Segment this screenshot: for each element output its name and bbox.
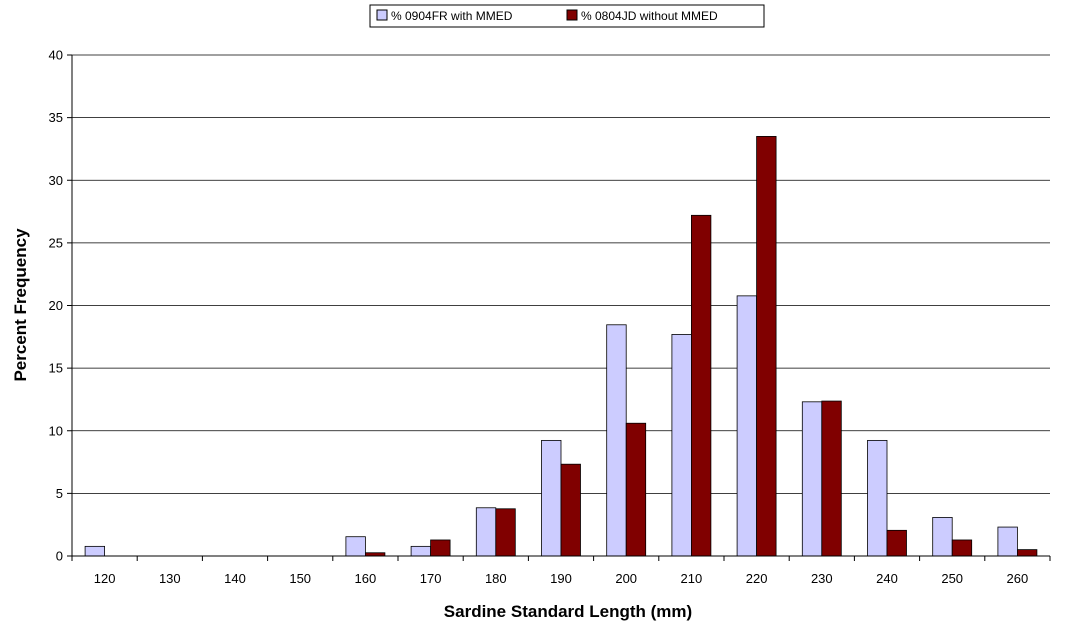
bar-series-1-180 [475,507,497,557]
bar-series-1-210 [671,334,692,557]
x-tick-label: 230 [811,571,833,586]
bar-series-1-230 [801,401,823,557]
bar-series-1-220 [736,295,757,557]
bar-series-1-260 [997,526,1018,557]
bar-series-1-170 [410,545,432,557]
y-tick-label: 10 [49,423,63,438]
y-tick-label: 40 [49,48,63,63]
x-tick-label: 180 [485,571,507,586]
y-tick-label: 15 [49,361,63,376]
x-tick-label: 150 [289,571,311,586]
x-tick-label: 130 [159,571,181,586]
x-tick-label: 190 [550,571,572,586]
y-tick-label: 0 [56,549,63,564]
y-tick-label: 5 [56,486,63,501]
x-tick-label: 200 [615,571,637,586]
bar-series-2-210 [691,214,712,557]
bar-series-2-250 [951,539,973,557]
x-tick-label: 220 [746,571,768,586]
y-tick-label: 20 [49,298,63,313]
bar-series-2-260 [1017,549,1038,557]
bar-series-1-200 [606,324,627,557]
x-tick-label: 260 [1007,571,1029,586]
bar-series-2-220 [756,136,777,557]
bar-series-2-180 [495,508,516,557]
x-tick-label: 160 [355,571,377,586]
gridlines [72,54,1050,494]
bar-series-2-190 [560,463,581,557]
x-tick-label: 240 [876,571,898,586]
x-axis-title: Sardine Standard Length (mm) [444,602,692,621]
bar-series-2-240 [886,529,907,557]
y-tick-label: 30 [49,173,63,188]
x-tick-label: 250 [941,571,963,586]
x-tick-label: 140 [224,571,246,586]
bar-series-1-190 [541,439,562,557]
x-tick-label: 170 [420,571,442,586]
legend-swatch-series-1 [376,9,388,21]
legend: % 0904FR with MMED % 0804JD without MMED [369,4,765,28]
bar-series-2-200 [625,422,647,557]
legend-swatch-series-2 [566,9,578,21]
y-tick-label: 25 [49,235,63,250]
y-tick-label: 35 [49,110,63,125]
x-tick-label: 210 [681,571,703,586]
bars [84,136,1038,557]
y-axis-title: Percent Frequency [11,228,30,382]
legend-label-series-2: % 0804JD without MMED [581,9,718,23]
y-tick-labels: 0 5 10 15 20 25 30 35 40 [49,48,72,564]
bar-series-1-120 [84,545,105,557]
bar-series-1-250 [932,517,953,557]
bar-series-2-170 [430,539,451,557]
bar-series-1-160 [345,536,366,557]
legend-label-series-1: % 0904FR with MMED [391,9,513,23]
x-tick-label: 120 [94,571,116,586]
bar-series-1-240 [867,439,888,557]
bar-series-2-230 [821,400,842,557]
x-tick-labels: 120 130 140 150 160 170 180 190 200 210 220 230 240 2… [71,556,1051,586]
